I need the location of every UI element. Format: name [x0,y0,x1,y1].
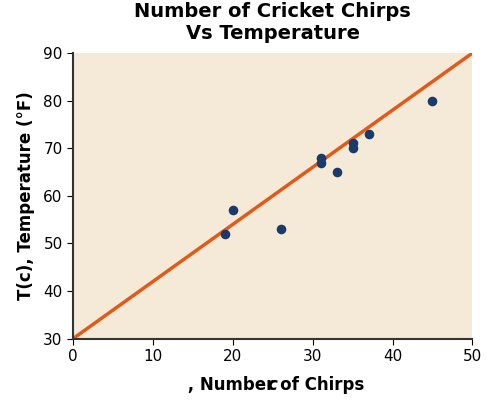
Point [317,155,324,161]
Point [349,145,356,151]
Text: c: c [268,376,278,394]
Point [229,207,237,213]
Point [221,231,229,237]
Y-axis label: T(c), Temperature (°F): T(c), Temperature (°F) [17,91,35,300]
Point [333,169,340,175]
Point [429,98,436,104]
Point [317,159,324,166]
Point [349,140,356,147]
Title: Number of Cricket Chirps
Vs Temperature: Number of Cricket Chirps Vs Temperature [134,2,411,43]
Point [365,131,373,137]
Text: , Number of Chirps: , Number of Chirps [182,376,364,394]
Point [277,226,284,233]
